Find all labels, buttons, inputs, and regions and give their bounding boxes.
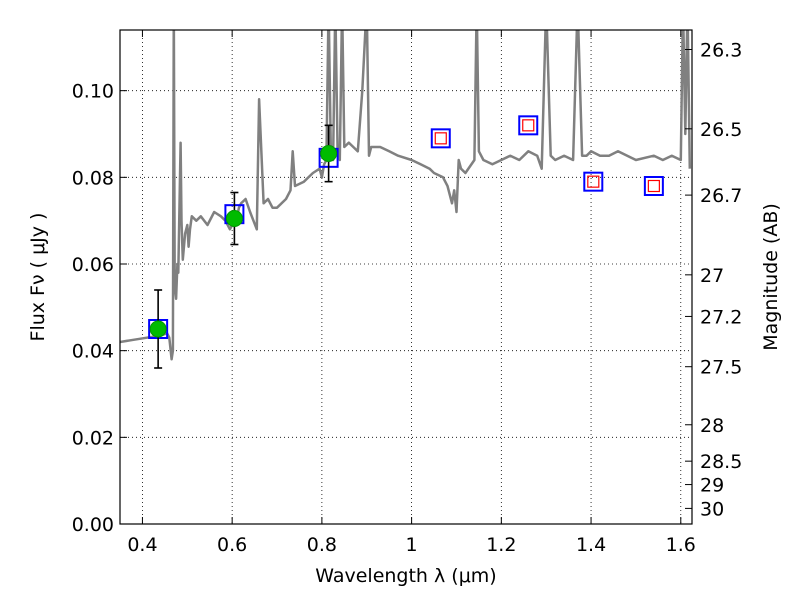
y-tick-label: 0.04 <box>72 341 114 363</box>
x-tick-label: 1.2 <box>486 534 516 556</box>
x-axis-title: Wavelength λ (μm) <box>315 565 496 587</box>
limit-box-inner <box>647 179 660 193</box>
mag-tick-label: 26.7 <box>700 185 742 207</box>
plot-frame <box>119 29 693 525</box>
limit-box-inner <box>587 175 600 188</box>
x-tick-label: 0.8 <box>307 534 337 556</box>
mag-tick-label: 27.5 <box>700 357 742 379</box>
x-tick-label: 1.6 <box>666 534 696 556</box>
y-axis-title: Flux Fν ( μJy ) <box>27 213 49 342</box>
observed-point <box>225 210 243 227</box>
observed-point <box>149 320 167 338</box>
y-tick-label: 0.06 <box>72 254 114 276</box>
y-tick-label: 0.08 <box>72 167 114 189</box>
observed-point <box>320 145 338 162</box>
ticks: 0.4 0.6 0.8 1 1.2 1.4 1.6 0.00 0.02 0.04 0.06 0.08 0… <box>72 30 742 556</box>
limit-box-outer <box>430 128 451 149</box>
mag-tick-label: 28.5 <box>700 451 742 473</box>
limit-box-outer <box>518 115 539 136</box>
mag-tick-label: 30 <box>700 498 724 520</box>
mag-tick-label: 27.2 <box>700 306 742 328</box>
mag-tick-label: 26.5 <box>700 119 742 141</box>
x-tick-label: 1.4 <box>576 534 606 556</box>
limit-box-outer <box>643 176 664 196</box>
mag-tick-label: 29 <box>700 475 724 497</box>
plot-background <box>120 30 692 524</box>
y-tick-label: 0.00 <box>72 514 114 536</box>
y-tick-label: 0.02 <box>72 427 114 449</box>
x-tick-label: 0.4 <box>127 534 157 556</box>
limit-box-outer <box>583 171 604 192</box>
x-tick-label: 1 <box>406 534 418 556</box>
model-sed-line <box>120 30 692 361</box>
limit-box-inner <box>434 132 447 145</box>
mag-tick-label: 27 <box>700 265 724 287</box>
data-layer <box>120 30 692 369</box>
limit-box-inner <box>522 119 535 132</box>
y2-axis-title: Magnitude (AB) <box>760 203 782 351</box>
mag-tick-label: 26.3 <box>700 40 742 62</box>
mag-tick-label: 28 <box>700 415 724 437</box>
y-tick-label: 0.10 <box>72 81 114 103</box>
x-tick-label: 0.6 <box>217 534 247 556</box>
